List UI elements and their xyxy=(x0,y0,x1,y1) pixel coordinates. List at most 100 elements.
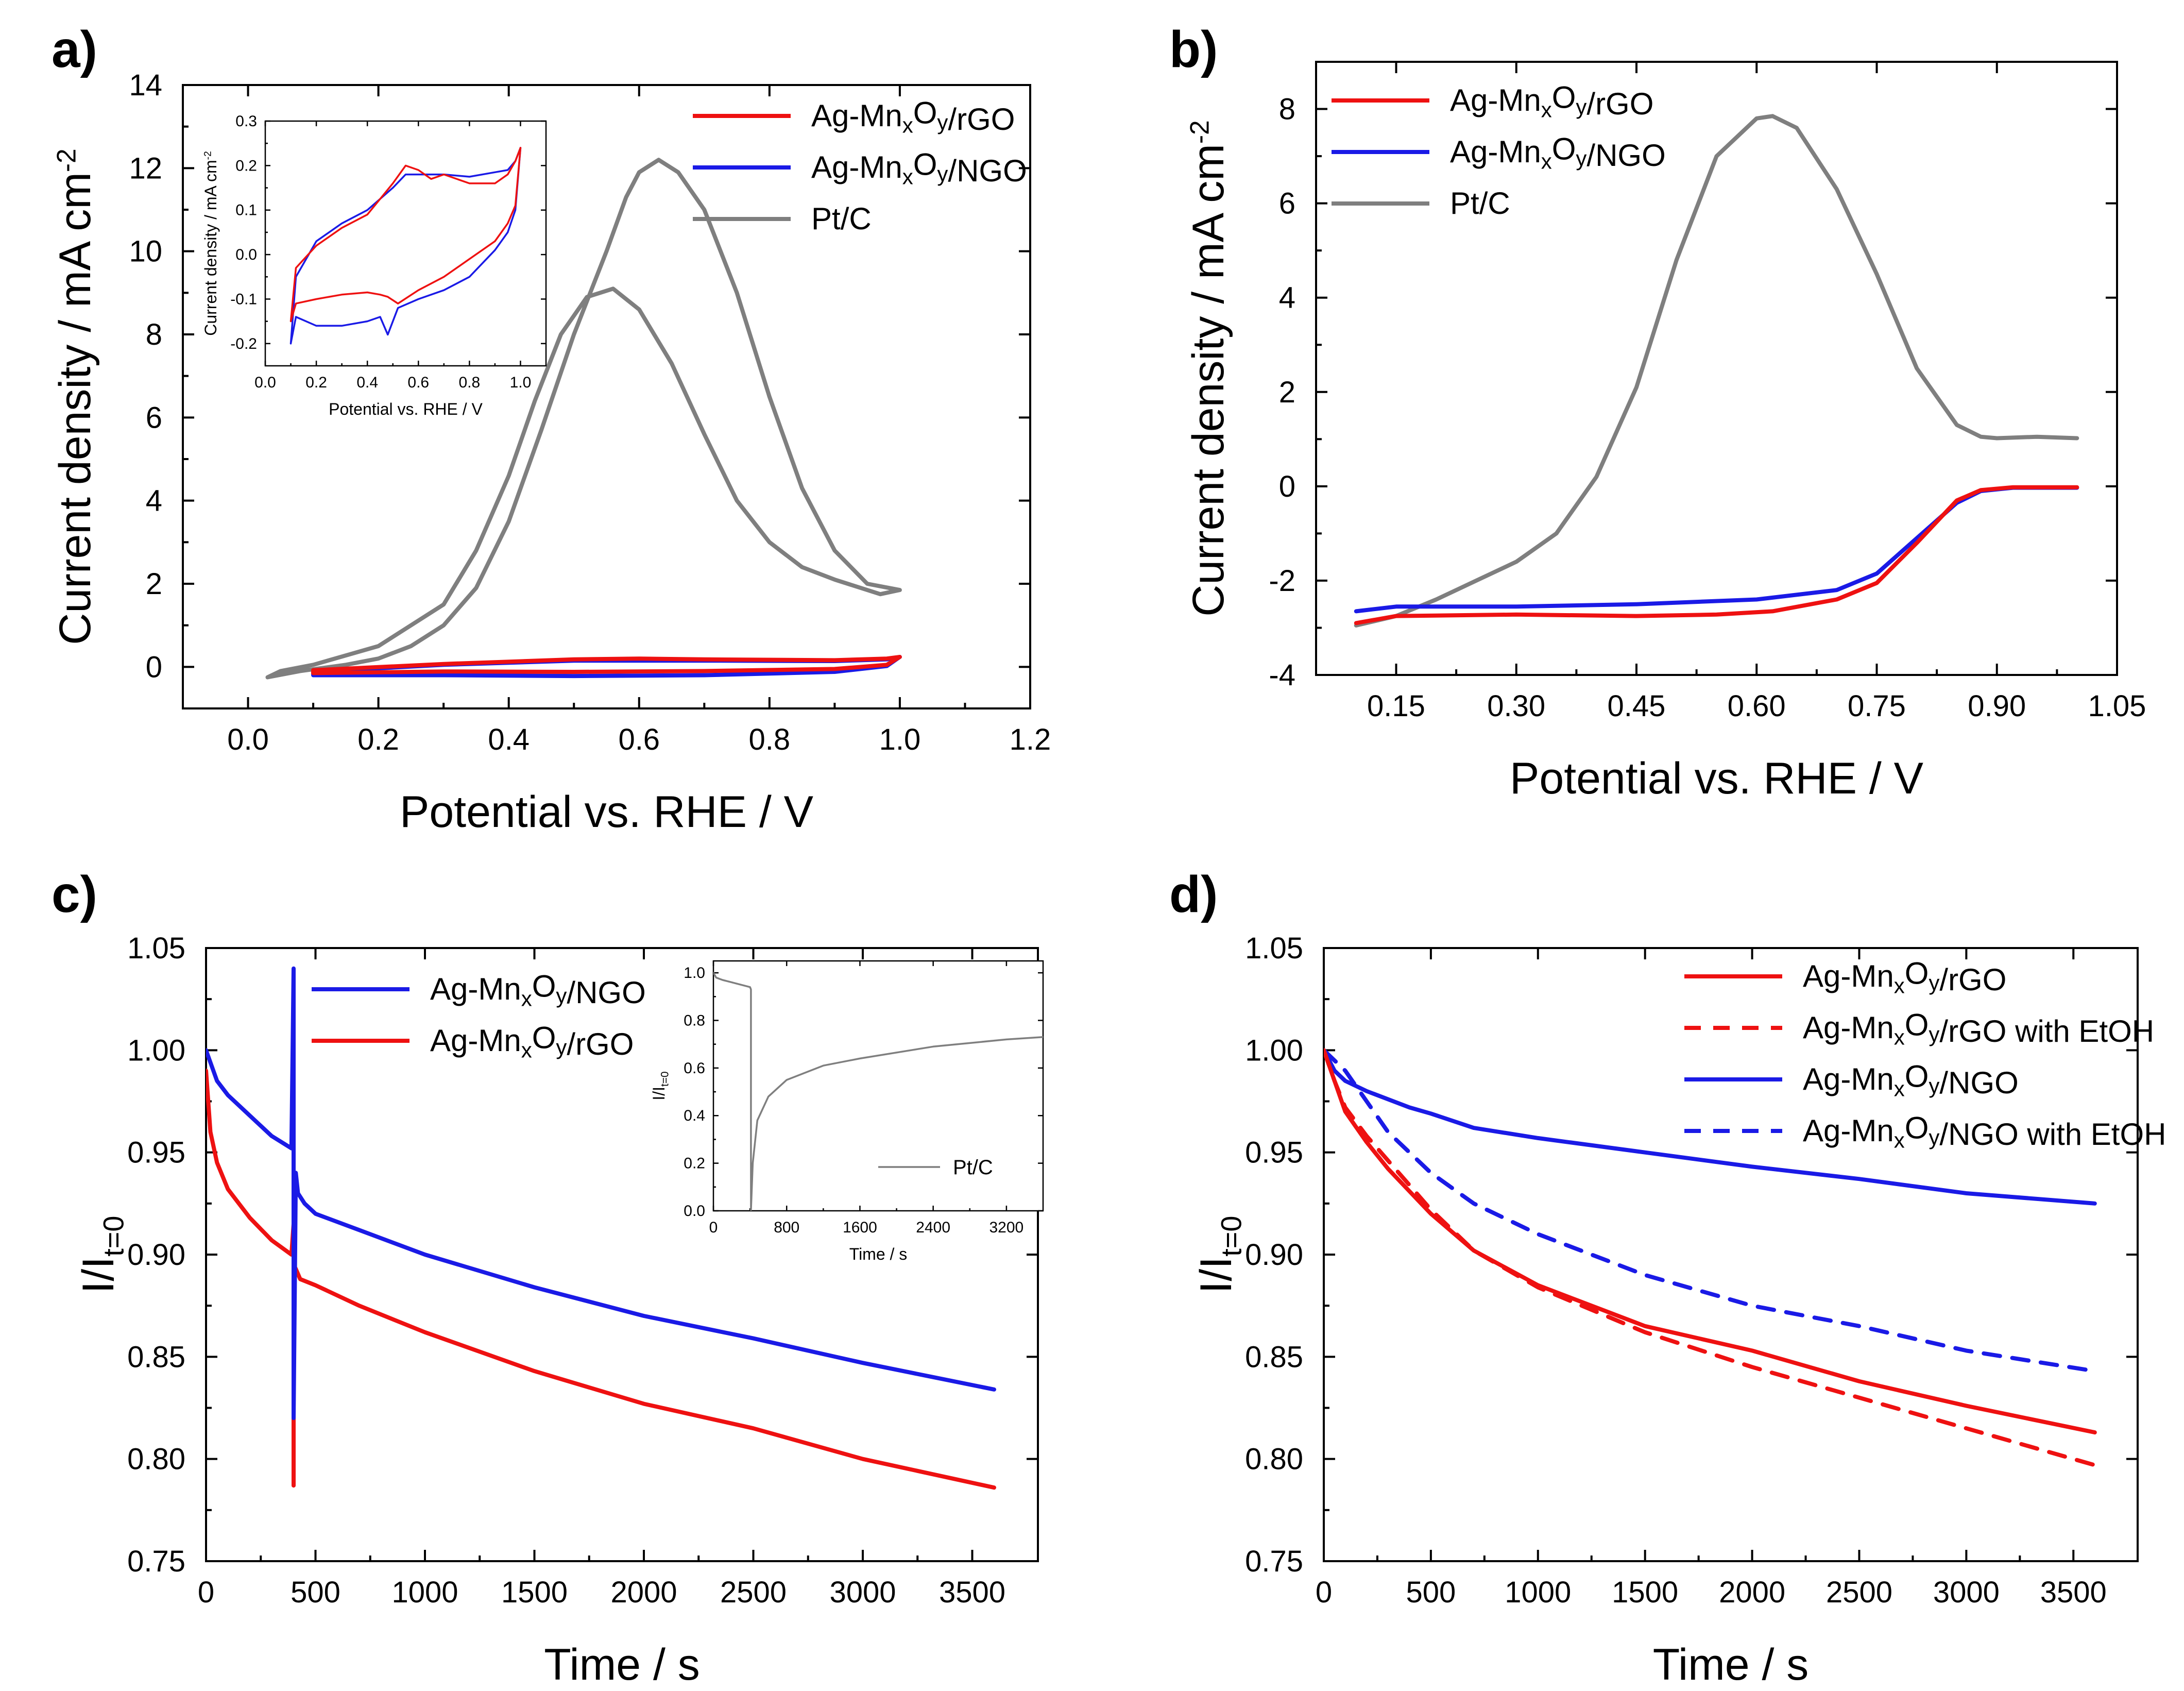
inset-x-tick-label: 3200 xyxy=(989,1219,1024,1236)
x-tick-label: 3000 xyxy=(829,1576,896,1609)
panel-c: c)0 500 1000 1500 2000 2500 3000 35000.750.800.… xyxy=(52,866,1044,1689)
x-tick-label: 0.2 xyxy=(357,723,399,756)
panel-d: d) 0 500 1000 1500 2000 2500 3000 3500 0.75 0.80 0.… xyxy=(1169,866,2166,1689)
y-tick-label: 10 xyxy=(129,235,162,268)
plot-frame xyxy=(182,84,1031,709)
x-tick-label: 0.45 xyxy=(1608,689,1666,723)
series-line xyxy=(1324,1048,2097,1467)
inset-background xyxy=(713,961,1043,1211)
y-tick-label: 0 xyxy=(146,650,162,684)
inset-y-tick-label: 0.0 xyxy=(235,246,257,263)
series-line xyxy=(1354,485,2079,625)
y-tick-label: 8 xyxy=(146,318,162,351)
x-tick-label: 1.2 xyxy=(1010,723,1051,756)
inset-plot-frame xyxy=(712,960,1044,1212)
inset-y-tick-label: 0.3 xyxy=(235,113,257,130)
series-line xyxy=(311,655,902,675)
y-axis-title: Current density / mA cm-2 xyxy=(1184,120,1233,617)
series-line xyxy=(1324,1048,2097,1206)
legend-label: Ag-MnxOy/NGO xyxy=(1450,132,1666,174)
panel-label: b) xyxy=(1169,21,1218,78)
y-tick-label: 0.95 xyxy=(127,1136,185,1170)
inset-x-tick-label: 0.6 xyxy=(407,374,429,391)
legend-label: Ag-MnxOy/rGO xyxy=(430,1021,634,1062)
series-line xyxy=(1354,114,2079,628)
legend-label: Ag-MnxOy/NGO xyxy=(430,969,646,1011)
inset-x-tick-label: 0.0 xyxy=(254,374,276,391)
series-line xyxy=(265,158,902,680)
inset-x-tick-label: 1600 xyxy=(843,1219,877,1236)
y-tick-label: 6 xyxy=(1279,187,1295,221)
y-axis-title: I/It=0 xyxy=(74,1216,130,1294)
panel-label: a) xyxy=(52,21,97,78)
inset-series-line xyxy=(713,972,1043,1211)
panel-b: b) 0.15 0.30 0.45 0.60 0.75 0.90 1.05 -4 -2 0 2 4 6 8 P… xyxy=(1169,21,2146,803)
y-axis-title: Current density / mA cm-2 xyxy=(50,148,100,645)
x-tick-label: 3500 xyxy=(2040,1576,2107,1609)
x-tick-label: 0.75 xyxy=(1848,689,1906,723)
inset-plot-frame xyxy=(264,120,547,367)
x-tick-label: 2000 xyxy=(610,1576,677,1609)
inset-plot: 0 800 1600 2400 3200 0.0 0.2 0.4 0.6 0.8 1.0 Time /… xyxy=(650,960,1044,1263)
inset-x-tick-label: 0.4 xyxy=(356,374,378,391)
x-tick-label: 1.05 xyxy=(2088,689,2146,723)
x-tick-label: 0.4 xyxy=(488,723,530,756)
legend-label: Ag-MnxOy/rGO xyxy=(1803,956,2006,998)
legend-label: Pt/C xyxy=(811,201,872,236)
x-tick-label: 500 xyxy=(1406,1576,1456,1609)
y-axis-title: I/It=0 xyxy=(1191,1216,1248,1294)
panel-label: c) xyxy=(52,866,97,923)
x-tick-label: 1.0 xyxy=(879,723,921,756)
inset-x-tick-label: 0.8 xyxy=(459,374,481,391)
inset-y-tick-label: 0.2 xyxy=(235,157,257,174)
x-axis-title: Time / s xyxy=(1653,1640,1809,1689)
series-line xyxy=(1324,1048,2097,1374)
inset-y-tick-label: 0.0 xyxy=(684,1203,705,1220)
legend-label: Ag-MnxOy/rGO xyxy=(1450,80,1653,122)
legend-label: Ag-MnxOy/NGO with EtOH xyxy=(1803,1111,2166,1153)
series-line xyxy=(1354,485,2079,614)
x-tick-label: 2500 xyxy=(720,1576,787,1609)
x-tick-label: 0.90 xyxy=(1968,689,2026,723)
inset-y-axis-title: Current density / mA cm-2 xyxy=(201,151,220,336)
x-tick-label: 1000 xyxy=(1505,1576,1571,1609)
x-tick-label: 0 xyxy=(198,1576,214,1609)
x-tick-label: 1500 xyxy=(501,1576,568,1609)
inset-x-axis-title: Time / s xyxy=(849,1245,908,1263)
panel-label: d) xyxy=(1169,866,1218,923)
y-tick-label: 1.05 xyxy=(1245,932,1303,965)
inset-x-tick-label: 0.2 xyxy=(305,374,327,391)
legend-label: Ag-MnxOy/rGO with EtOH xyxy=(1803,1008,2154,1050)
inset-x-axis-title: Potential vs. RHE / V xyxy=(329,400,483,418)
inset-x-tick-label: 800 xyxy=(774,1219,799,1236)
x-tick-label: 0 xyxy=(1316,1576,1332,1609)
y-tick-label: 0.75 xyxy=(1245,1545,1303,1578)
inset-y-tick-label: 0.6 xyxy=(684,1060,705,1077)
inset-y-tick-label: 0.2 xyxy=(684,1155,705,1172)
y-tick-label: 12 xyxy=(129,151,162,185)
x-tick-label: 3500 xyxy=(939,1576,1005,1609)
y-tick-label: 4 xyxy=(1279,281,1295,315)
legend-label: Ag-MnxOy/rGO xyxy=(811,96,1015,138)
x-tick-label: 0.30 xyxy=(1487,689,1545,723)
y-tick-label: 0.80 xyxy=(1245,1443,1303,1476)
panel-a: a) 0.0 0.2 0.4 0.6 0.8 1.0 1.2 0 2 4 6 8 10 12 14 Potent… xyxy=(50,21,1051,837)
inset-y-tick-label: -0.1 xyxy=(230,291,257,308)
y-tick-label: 0.90 xyxy=(127,1238,185,1272)
x-tick-label: 0.6 xyxy=(618,723,660,756)
x-tick-label: 1000 xyxy=(391,1576,458,1609)
inset-x-tick-label: 2400 xyxy=(916,1219,950,1236)
y-tick-label: 0.75 xyxy=(127,1545,185,1578)
y-tick-label: 2 xyxy=(1279,376,1295,409)
legend-label: Ag-MnxOy/NGO xyxy=(1803,1059,2019,1101)
y-tick-label: 0 xyxy=(1279,470,1295,503)
x-tick-label: 0.0 xyxy=(227,723,269,756)
inset-y-axis-title: I/It=0 xyxy=(650,1071,671,1100)
inset-y-tick-label: -0.2 xyxy=(230,335,257,352)
inset-background xyxy=(265,121,546,366)
x-axis-title: Potential vs. RHE / V xyxy=(1510,754,1923,803)
inset-y-tick-label: 0.8 xyxy=(684,1012,705,1029)
inset-legend-label: Pt/C xyxy=(953,1156,993,1179)
x-axis-title: Time / s xyxy=(544,1640,700,1689)
inset-plot: 0.0 0.2 0.4 0.6 0.8 1.0 -0.2 -0.1 0.0 0.1 0.2 0.3 Po… xyxy=(201,113,547,418)
